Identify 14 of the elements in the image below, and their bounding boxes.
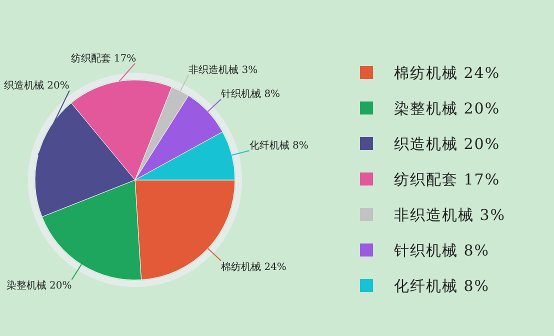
slice-label: 织造机械 20%: [4, 80, 70, 92]
slice-label: 染整机械 20%: [6, 280, 72, 292]
slice-label: 棉纺机械 24%: [221, 260, 286, 273]
legend-label: 染整机械 20%: [394, 100, 500, 118]
slice-label: 化纤机械 8%: [249, 140, 308, 152]
legend-label: 非织造机械 3%: [394, 206, 506, 224]
legend-label: 纺织配套 17%: [394, 170, 500, 188]
legend-label: 织造机械 20%: [394, 135, 500, 153]
legend-label: 针织机械 8%: [393, 242, 490, 260]
legend-label: 化纤机械 8%: [394, 277, 490, 295]
slice-label: 纺织配套 17%: [70, 52, 136, 64]
legend-label: 棉纺机械 24%: [394, 64, 500, 82]
slice-label: 非织造机械 3%: [188, 64, 258, 76]
slice-label: 针织机械 8%: [220, 88, 280, 100]
